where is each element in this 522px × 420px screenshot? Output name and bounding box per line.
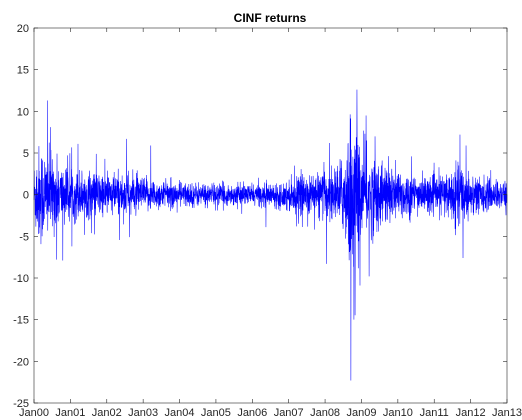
x-tick-label: Jan08 (310, 407, 340, 419)
y-tick-label: -5 (19, 231, 29, 243)
y-tick-label: -10 (13, 273, 29, 285)
y-tick-label: 5 (23, 148, 29, 160)
x-tick-label: Jan01 (55, 407, 85, 419)
x-tick-label: Jan00 (19, 407, 49, 419)
x-tick-label: Jan07 (274, 407, 304, 419)
plot-area (34, 28, 507, 403)
x-tick-label: Jan13 (492, 407, 522, 419)
x-tick-label: Jan12 (456, 407, 486, 419)
y-tick-label: 10 (17, 106, 29, 118)
x-tick-label: Jan02 (92, 407, 122, 419)
x-tick-label: Jan10 (383, 407, 413, 419)
y-tick-label: 20 (17, 23, 29, 35)
y-axis: 20 15 10 5 0 -5 -10 -15 -20 -25 (13, 23, 507, 410)
y-tick-label: 15 (17, 65, 29, 77)
x-axis: Jan00 Jan01 Jan02 Jan03 Jan04 Jan05 Jan06 Jan07… (19, 28, 522, 419)
x-tick-label: Jan09 (346, 407, 376, 419)
plot-frame (33, 27, 508, 404)
y-tick-label: -25 (13, 398, 29, 410)
x-tick-label: Jan03 (128, 407, 158, 419)
y-tick-label: -20 (13, 356, 29, 368)
series-layer (33, 89, 508, 381)
x-tick-label: Jan04 (165, 407, 195, 419)
y-tick-label: 0 (23, 190, 29, 202)
x-tick-label: Jan05 (201, 407, 231, 419)
x-tick-label: Jan11 (420, 407, 449, 419)
chart-title: CINF returns (234, 11, 307, 25)
returns-line (33, 89, 508, 381)
x-tick-label: Jan06 (237, 407, 267, 419)
y-tick-label: -15 (13, 315, 29, 327)
